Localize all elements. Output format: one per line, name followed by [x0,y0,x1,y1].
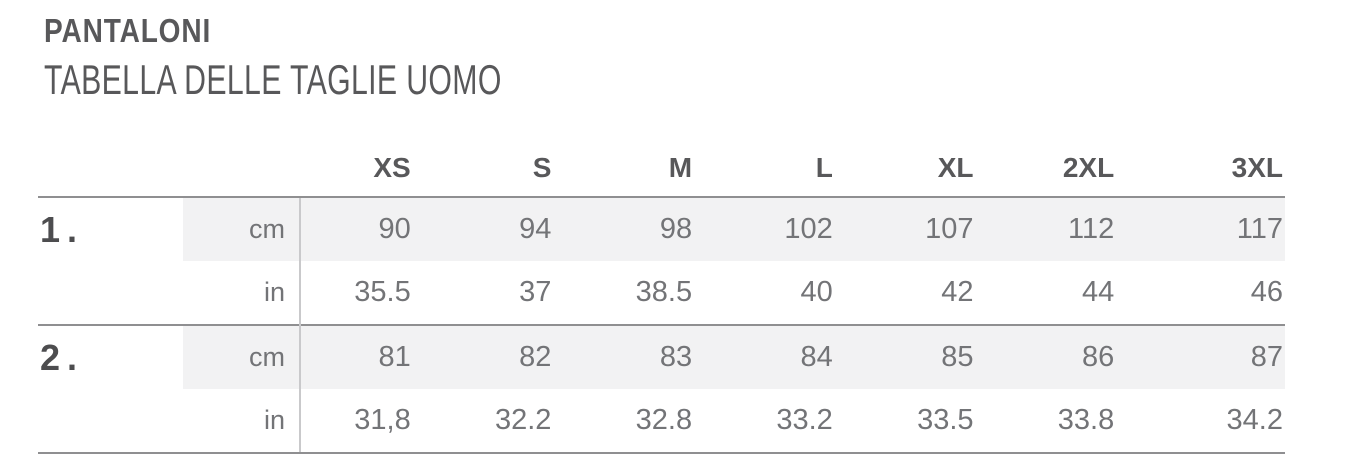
size-col-3xl: 3XL [1144,139,1285,198]
unit-cm-label: cm [183,324,300,389]
table-row-measure1-in: in 35.5 37 38.5 40 42 44 46 [38,261,1285,325]
value-cell: 84 [722,324,863,389]
value-cell: 32.8 [581,389,723,454]
page-subtitle: TABELLA DELLE TAGLIE UOMO [44,59,1345,101]
value-cell: 86 [1003,324,1145,389]
size-col-2xl: 2XL [1003,139,1145,198]
value-cell: 81 [299,324,441,389]
title-block: PANTALONI TABELLA DELLE TAGLIE UOMO [44,14,1345,101]
measure-label: 1. [40,208,85,250]
value-cell: 94 [440,197,582,261]
size-col-l: L [722,139,863,198]
size-header-row: XS S M L XL 2XL 3XL [38,139,1285,198]
value-cell: 31,8 [299,389,441,454]
measure-label: 2. [38,324,183,389]
size-col-xs: XS [300,139,441,198]
table-row-measure2-cm: 2. cm 81 82 83 84 85 86 87 [38,324,1285,389]
size-table: XS S M L XL 2XL 3XL 1. cm 90 94 98 102 1… [38,139,1285,454]
value-cell: 85 [862,324,1004,389]
value-cell: 117 [1144,197,1285,261]
value-cell: 40 [800,276,833,308]
size-col-m: M [581,139,723,198]
unit-in-label: in [263,277,285,307]
size-col-xl: XL [862,139,1004,198]
page-title-text: PANTALONI [44,12,212,49]
measure-label-spacer [38,261,183,325]
table-row-measure2-in: in 31,8 32.2 32.8 33.2 33.5 33.8 34.2 [38,389,1285,454]
value-cell: 83 [581,324,723,389]
value-cell: 33.5 [862,389,1004,454]
value-cell: 42 [941,276,974,308]
value-cell: 82 [440,324,582,389]
value-cell: 33.8 [1003,389,1145,454]
value-cell: 90 [299,197,441,261]
value-cell: 107 [862,197,1004,261]
header-spacer-label [38,139,183,198]
unit-cm-label: cm [183,197,300,261]
header-spacer-unit [183,139,300,198]
unit-in-label: in [183,389,300,454]
value-cell: 37 [519,276,552,308]
value-cell: 38.5 [635,276,693,308]
value-cell: 98 [581,197,723,261]
value-cell: 46 [1250,276,1283,308]
page-title: PANTALONI [44,14,1345,47]
value-cell: 32.2 [440,389,582,454]
value-cell: 112 [1003,197,1145,261]
value-cell: 34.2 [1144,389,1285,454]
measure-label-spacer [38,389,183,454]
size-col-s: S [440,139,582,198]
value-cell: 87 [1144,324,1285,389]
value-cell: 35.5 [299,261,441,325]
table-row-measure1-cm: 1. cm 90 94 98 102 107 112 117 [38,197,1285,261]
value-cell: 44 [1081,276,1115,308]
value-cell: 33.2 [722,389,863,454]
page-subtitle-text: TABELLA DELLE TAGLIE UOMO [44,56,502,103]
value-cell: 102 [722,197,863,261]
